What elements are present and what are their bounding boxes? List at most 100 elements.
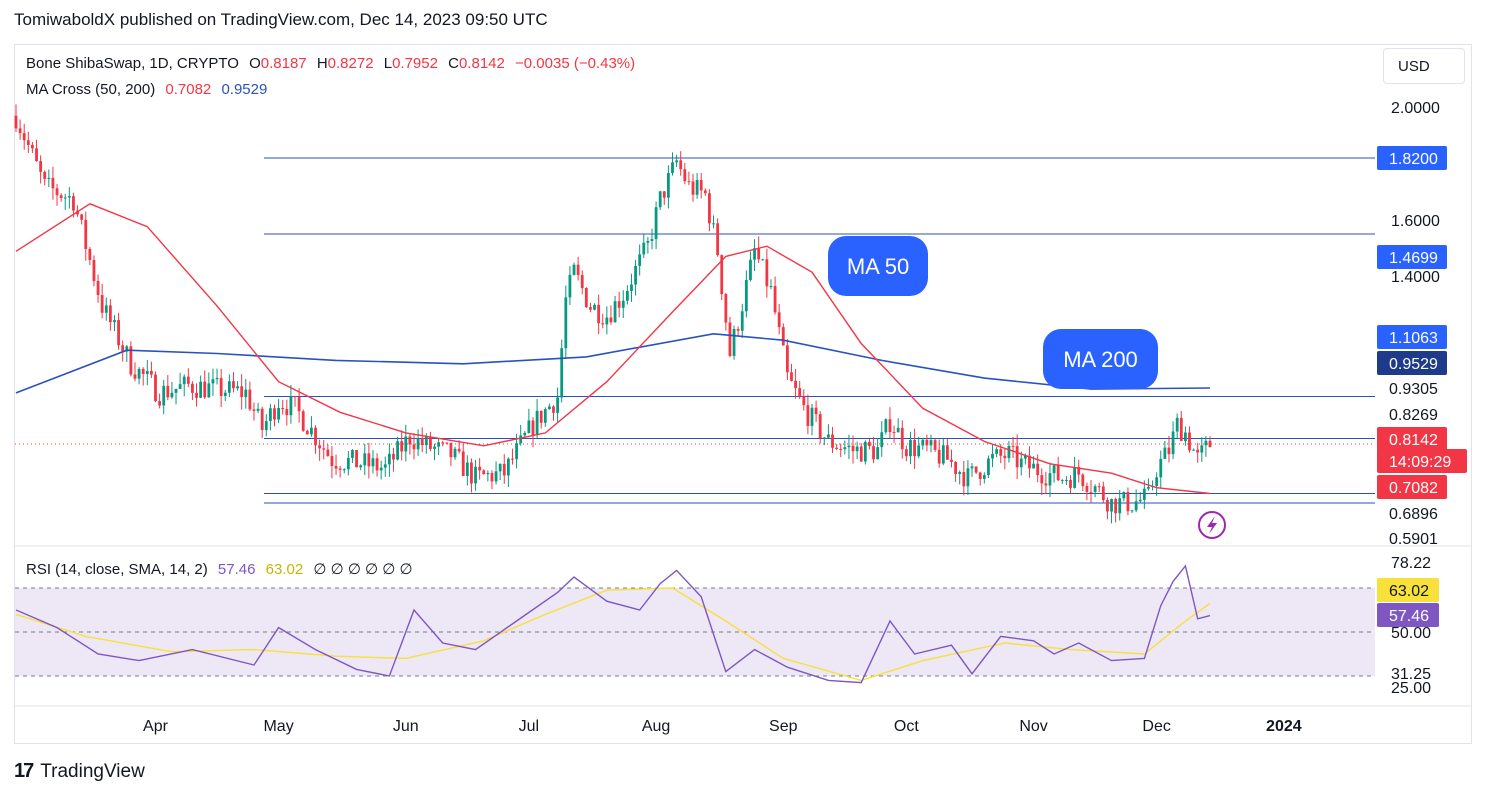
candle-body bbox=[765, 259, 769, 287]
candle-body bbox=[564, 297, 568, 349]
candle-body bbox=[297, 397, 301, 412]
candle-body bbox=[470, 462, 473, 484]
candle-body bbox=[535, 410, 539, 436]
candle-body bbox=[1138, 499, 1142, 502]
candle-body bbox=[429, 436, 432, 449]
candle-body bbox=[305, 430, 309, 435]
candle-body bbox=[117, 320, 120, 346]
low-value: 0.7952 bbox=[392, 55, 438, 72]
candle-body bbox=[1147, 486, 1150, 489]
ma-legend: MA Cross (50, 200) 0.7082 0.9529 bbox=[26, 81, 273, 98]
candle-body bbox=[773, 286, 777, 313]
candle-body bbox=[539, 410, 543, 423]
ma200-line bbox=[15, 332, 1211, 394]
candle-body bbox=[921, 439, 925, 446]
candle-body bbox=[268, 408, 272, 422]
time-tick-label: 2024 bbox=[1266, 718, 1302, 735]
price-tick-label: 1.4000 bbox=[1391, 269, 1440, 286]
candle-body bbox=[1200, 445, 1204, 453]
price-label: 0.9305 bbox=[1389, 381, 1438, 398]
candle-body bbox=[281, 407, 285, 410]
candle-body bbox=[420, 438, 424, 446]
candle-body bbox=[178, 384, 182, 389]
price-label: 0.7082 bbox=[1389, 480, 1438, 497]
price-label-bg bbox=[1377, 475, 1447, 499]
candle-body bbox=[888, 419, 892, 433]
rsi-value-bg bbox=[1377, 578, 1439, 602]
candle-body bbox=[818, 414, 822, 438]
candle-body bbox=[166, 385, 170, 398]
rsi-line bbox=[15, 564, 1211, 684]
candle-body bbox=[367, 453, 371, 467]
brand-name: TradingView bbox=[40, 760, 145, 782]
price-label-bg bbox=[1377, 427, 1447, 451]
candle-body bbox=[966, 468, 970, 487]
candle-body bbox=[88, 249, 92, 260]
annotation-bubble bbox=[1043, 329, 1158, 389]
candle-body bbox=[1056, 465, 1060, 481]
price-label: 0.8142 bbox=[1389, 432, 1438, 449]
rsi-tick-label: 25.00 bbox=[1391, 680, 1431, 697]
candle-body bbox=[744, 279, 748, 312]
rsi-label[interactable]: RSI (14, close, SMA, 14, 2) bbox=[26, 561, 208, 578]
candle-body bbox=[781, 327, 785, 346]
candle-body bbox=[675, 160, 678, 163]
candle-body bbox=[404, 436, 408, 452]
candle-body bbox=[609, 317, 613, 323]
candle-body bbox=[810, 407, 814, 426]
candle-body bbox=[560, 348, 564, 398]
candle-body bbox=[855, 446, 859, 452]
candle-body bbox=[847, 445, 851, 448]
candle-body bbox=[199, 381, 203, 398]
candle-body bbox=[658, 191, 662, 208]
candle-body bbox=[72, 196, 75, 211]
candle-body bbox=[703, 190, 707, 194]
candle-body bbox=[662, 191, 666, 198]
price-label: 0.6896 bbox=[1389, 506, 1438, 523]
candle-body bbox=[605, 317, 609, 325]
candle-body bbox=[904, 449, 908, 457]
candle-body bbox=[1048, 473, 1052, 486]
candle-body bbox=[576, 264, 580, 276]
candle-body bbox=[22, 133, 26, 141]
candle-body bbox=[301, 411, 305, 431]
candle-body bbox=[568, 274, 572, 298]
currency-button[interactable]: USD bbox=[1383, 48, 1465, 84]
candle-body bbox=[1126, 492, 1130, 512]
ohlc-legend: Bone ShibaSwap, 1D, CRYPTO O0.8187 H0.82… bbox=[26, 55, 641, 72]
candle-body bbox=[35, 148, 38, 162]
chart-frame bbox=[14, 44, 1472, 744]
candle-body bbox=[531, 420, 535, 436]
candle-body bbox=[219, 377, 223, 396]
candle-body bbox=[671, 162, 674, 173]
candle-body bbox=[543, 409, 547, 423]
candle-body bbox=[527, 420, 531, 433]
candle-body bbox=[92, 259, 96, 282]
candle-body bbox=[39, 161, 43, 172]
candle-body bbox=[1110, 498, 1113, 512]
candle-body bbox=[424, 436, 428, 446]
price-label-bg bbox=[1377, 245, 1447, 269]
footer-brand[interactable]: 17 TradingView bbox=[14, 760, 145, 783]
price-tick-label: 2.0000 bbox=[1391, 100, 1440, 117]
ma-label[interactable]: MA Cross (50, 200) bbox=[26, 81, 156, 98]
candle-body bbox=[1040, 475, 1044, 484]
time-tick-label: Dec bbox=[1142, 718, 1170, 735]
candle-body bbox=[113, 320, 116, 323]
candle-body bbox=[806, 405, 810, 426]
candle-body bbox=[1081, 474, 1085, 486]
time-tick-label: Jul bbox=[519, 718, 539, 735]
candle-body bbox=[330, 455, 334, 466]
candle-body bbox=[195, 392, 198, 398]
symbol-label[interactable]: Bone ShibaSwap, 1D, CRYPTO bbox=[26, 55, 239, 72]
candle-body bbox=[941, 445, 945, 464]
candle-body bbox=[498, 463, 502, 472]
candle-body bbox=[650, 239, 654, 241]
candle-body bbox=[55, 188, 59, 196]
candle-body bbox=[1130, 510, 1134, 512]
candle-body bbox=[1179, 417, 1183, 441]
candle-body bbox=[777, 312, 781, 328]
candle-body bbox=[933, 440, 937, 450]
candle-body bbox=[757, 248, 761, 260]
